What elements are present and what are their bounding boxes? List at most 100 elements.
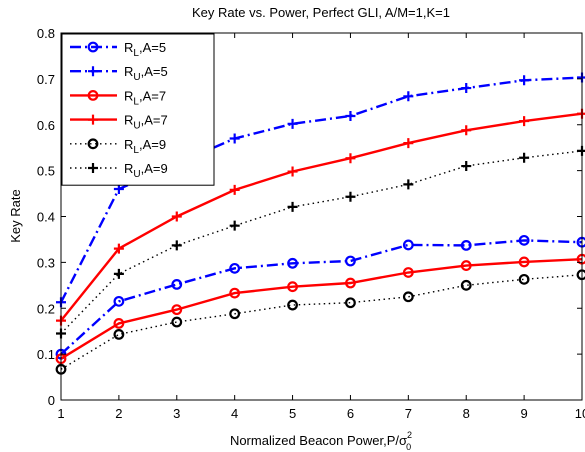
legend: RL,A=5 RU,A=5 RL,A=7 RU,A=7 RL,A=9 RU,A=9: [61, 33, 215, 186]
y-tick-label: 0.6: [37, 118, 55, 133]
legend-label: RL,A=7: [124, 88, 166, 107]
data-point: [113, 268, 124, 279]
data-point: [171, 211, 182, 222]
series-line: [60, 258, 583, 360]
data-point: [229, 308, 241, 320]
x-tick-label: 5: [289, 406, 296, 421]
data-point: [113, 317, 125, 329]
legend-entry: RU,A=5: [70, 64, 168, 83]
legend-entry: RL,A=7: [70, 88, 166, 107]
axes-layer: 1 2 3 4 5 6 7 8 9 10 0 0.1 0.2 0.3 0.4 0.5 0.6 0.7 0.8: [37, 26, 585, 421]
x-tick-label: 8: [463, 406, 470, 421]
data-point: [402, 267, 414, 278]
x-tick-label: 4: [231, 406, 238, 421]
data-point: [518, 256, 530, 268]
y-tick-label: 0.7: [37, 72, 55, 87]
data-point: [402, 291, 414, 303]
x-tick-label: 9: [520, 406, 527, 421]
legend-label: RU,A=7: [124, 113, 168, 132]
series-2: [55, 253, 585, 365]
legend-entry: RU,A=9: [70, 161, 168, 180]
y-axis-label: Key Rate: [8, 189, 23, 242]
series-line: [60, 239, 583, 355]
legend-entry: RL,A=9: [70, 137, 166, 156]
x-tick-label: 3: [173, 406, 180, 421]
x-axis-label-subscript: 0: [406, 442, 411, 452]
data-point: [171, 316, 183, 328]
x-tick-label: 6: [347, 406, 354, 421]
data-point: [345, 153, 356, 164]
legend-entry: RU,A=7: [70, 113, 168, 132]
data-point: [229, 287, 241, 299]
data-point: [460, 240, 472, 251]
legend-label: RU,A=5: [124, 64, 168, 83]
data-point: [229, 220, 240, 231]
data-point: [519, 116, 530, 127]
y-tick-label: 0: [48, 393, 55, 408]
data-point: [171, 278, 183, 290]
y-tick-label: 0.4: [37, 210, 55, 225]
data-point: [519, 75, 530, 86]
x-axis-label: Normalized Beacon Power,P/σ2 0: [230, 430, 412, 452]
data-point: [460, 260, 472, 271]
data-point: [403, 179, 414, 190]
series-line: [60, 112, 583, 322]
legend-marker: [87, 138, 99, 150]
y-tick-label: 0.1: [37, 347, 55, 362]
series-line: [59, 76, 583, 303]
data-point: [171, 240, 182, 251]
data-point: [403, 138, 414, 149]
data-point: [345, 297, 356, 309]
legend-label: RL,A=9: [124, 137, 166, 156]
legend-marker: [87, 89, 99, 101]
y-tick-label: 0.5: [37, 164, 55, 179]
data-point: [229, 184, 240, 195]
data-point: [345, 111, 356, 122]
x-tick-label: 2: [115, 406, 122, 421]
data-point: [171, 304, 183, 316]
data-point: [518, 234, 530, 246]
x-tick-label: 1: [57, 406, 64, 421]
data-point: [287, 118, 298, 129]
legend-marker: [88, 163, 98, 173]
data-point: [519, 152, 530, 163]
data-point: [113, 295, 125, 307]
x-tick-label: 10: [575, 406, 585, 421]
y-tick-label: 0.8: [37, 26, 55, 41]
legend-marker: [88, 114, 98, 125]
data-point: [229, 133, 240, 144]
series-4: [55, 269, 585, 375]
data-point: [345, 255, 356, 267]
legend-marker: [87, 41, 99, 53]
series-layer: [55, 72, 585, 375]
data-point: [402, 239, 414, 251]
y-tick-label: 0.2: [37, 301, 55, 316]
series-5: [56, 145, 585, 339]
data-point: [403, 91, 414, 102]
x-axis-label-superscript: 2: [407, 430, 412, 440]
data-point: [518, 273, 530, 285]
data-point: [287, 281, 298, 293]
data-point: [287, 299, 298, 311]
chart-title: Key Rate vs. Power, Perfect GLI, A/M=1,K…: [192, 5, 450, 20]
data-point: [461, 125, 472, 136]
data-point: [461, 161, 472, 172]
data-point: [287, 257, 298, 269]
legend-label: RU,A=9: [124, 161, 168, 180]
data-point: [345, 277, 356, 289]
data-point: [113, 328, 125, 340]
legend-marker: [88, 66, 98, 77]
series-0: [55, 234, 585, 360]
legend-label: RL,A=5: [124, 40, 166, 59]
series-line: [60, 150, 583, 334]
data-point: [461, 83, 472, 94]
x-tick-label: 7: [405, 406, 412, 421]
x-axis-label-main: Normalized Beacon Power,P/σ: [230, 433, 407, 448]
data-point: [287, 201, 298, 212]
y-tick-label: 0.3: [37, 255, 55, 270]
data-point: [460, 279, 472, 291]
data-point: [345, 191, 356, 202]
legend-entry: RL,A=5: [70, 40, 166, 59]
legend-box: [61, 33, 215, 186]
